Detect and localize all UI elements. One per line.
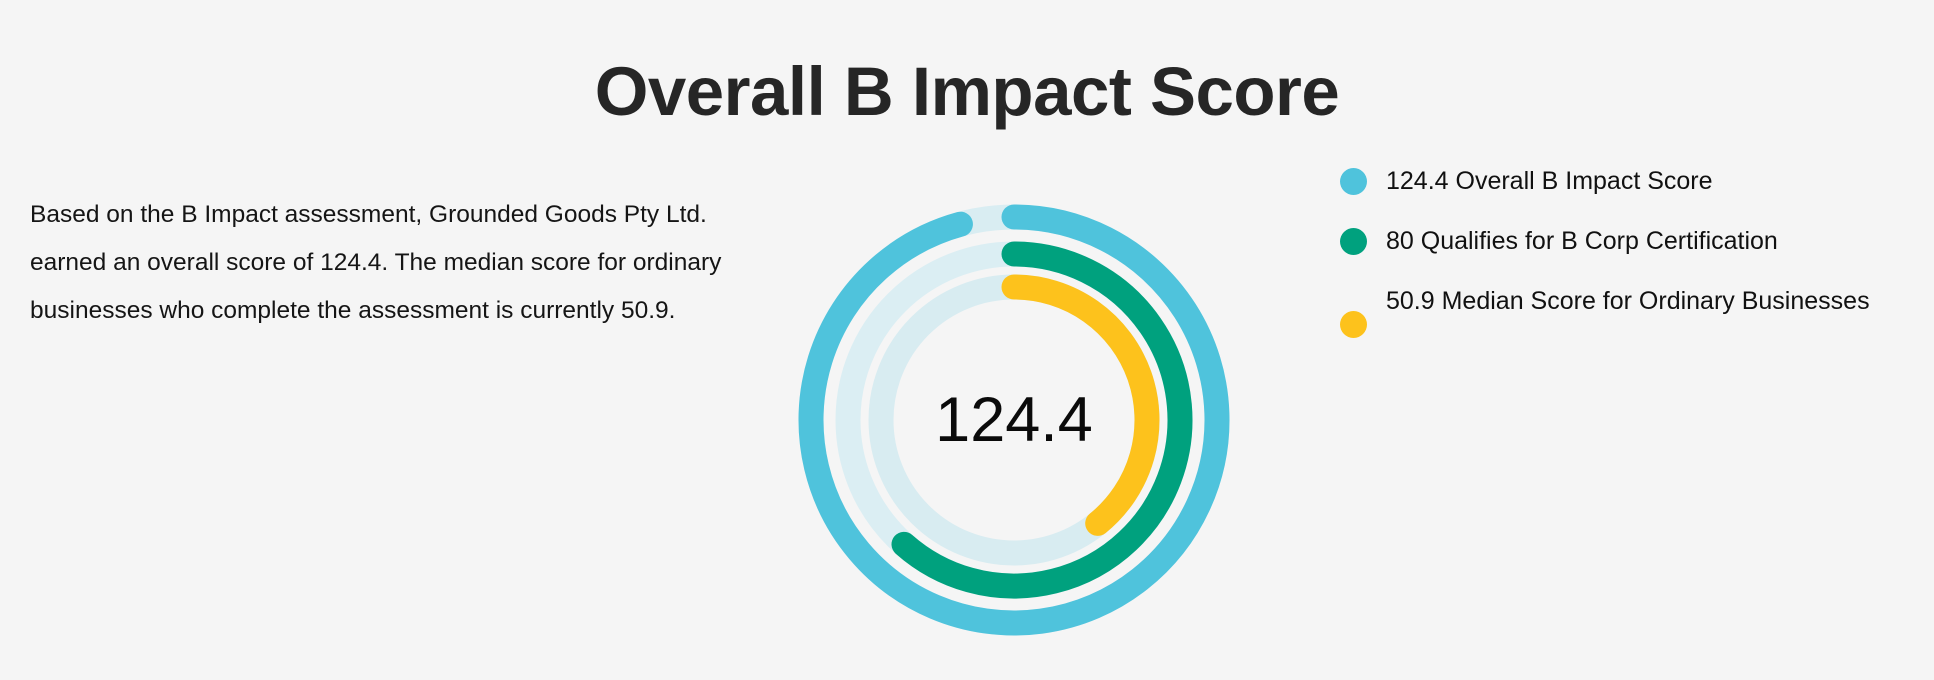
legend-item[interactable]: 50.9 Median Score for Ordinary Businesse… [1340, 280, 1920, 338]
legend-item[interactable]: 124.4 Overall B Impact Score [1340, 160, 1920, 202]
legend-dot-qualifies [1340, 228, 1367, 255]
legend-item[interactable]: 80 Qualifies for B Corp Certification [1340, 220, 1920, 262]
gauge-arc-middle [891, 241, 1193, 599]
page-title: Overall B Impact Score [594, 53, 1340, 131]
gauge-arc-inner [1001, 274, 1160, 536]
legend-item-label: 80 Qualifies for B Corp Certification [1386, 227, 1778, 255]
gauge-arc-outer [798, 204, 1230, 636]
legend-dot-overall-score [1340, 168, 1367, 195]
gauge-chart: 124.4 [772, 178, 1256, 662]
gauge-svg [798, 204, 1230, 636]
description-paragraph: Based on the B Impact assessment, Ground… [30, 200, 722, 324]
gauge-rings [798, 204, 1230, 636]
legend-item-label: 50.9 Median Score for Ordinary Businesse… [1386, 287, 1870, 315]
legend-item-label: 124.4 Overall B Impact Score [1386, 167, 1713, 195]
legend: 124.4 Overall B Impact Score 80 Qualifie… [1340, 160, 1920, 356]
legend-dot-median-score [1340, 311, 1367, 338]
